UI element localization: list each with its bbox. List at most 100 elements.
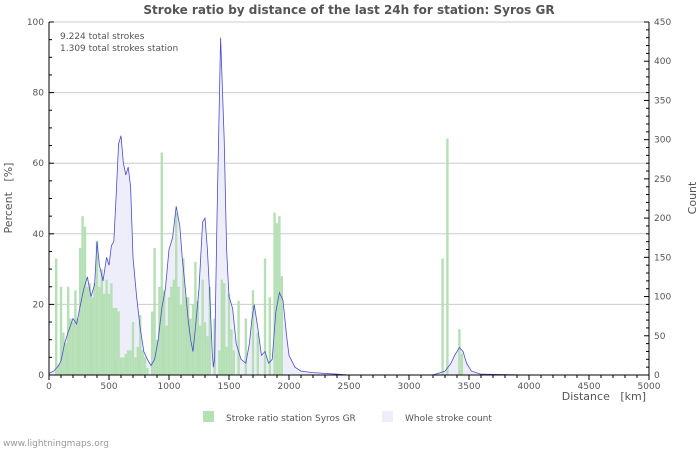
ratio-bar-740km	[136, 346, 139, 375]
ratio-bar-640km	[124, 353, 127, 375]
x-tick-label-5000: 5000	[638, 382, 661, 392]
ratio-bar-1440km	[220, 279, 223, 375]
ratio-bar-980km	[165, 325, 168, 375]
tick-labels: 0 500 1000 1500 2000 2500 3000 3500 4000 4500 5000…	[27, 18, 672, 392]
ratio-bar-1880km	[273, 212, 276, 375]
ratio-bar-760km	[139, 315, 142, 375]
ratio-bar-420km	[98, 286, 101, 376]
ratio-bar-1140km	[184, 297, 187, 375]
ratio-bar-1020km	[170, 286, 173, 376]
x-axis-label: Distance [km]	[562, 390, 646, 403]
x-tick-label-2000: 2000	[278, 382, 301, 392]
y-right-tick-label-200: 200	[654, 214, 671, 224]
y-right-tick-label-300: 300	[654, 136, 671, 146]
x-tick-label-3500: 3500	[458, 382, 481, 392]
ratio-bar-680km	[129, 350, 132, 375]
y-right-tick-label-50: 50	[654, 332, 666, 342]
ratio-bar-1640km	[244, 318, 247, 375]
ratio-bar-1200km	[191, 304, 195, 375]
y-left-tick-label-0: 0	[38, 371, 44, 381]
ratio-bar-1840km	[268, 297, 271, 375]
ratio-bar-1040km	[172, 279, 175, 375]
ratio-bar-3420km	[458, 329, 461, 375]
plot-background	[49, 22, 649, 375]
ratio-bar-1320km	[206, 336, 209, 375]
ratio-bar-780km	[141, 350, 144, 375]
ratio-bar-620km	[122, 357, 125, 375]
axes	[48, 21, 650, 380]
ratio-bar-340km	[88, 283, 91, 375]
ratio-bar-1260km	[199, 325, 202, 375]
ratio-bar-3440km	[460, 353, 463, 375]
y-right-tick-label-100: 100	[654, 293, 671, 303]
ratio-bar-180km	[69, 318, 72, 375]
ratio-bar-900km	[155, 339, 159, 375]
whole-stroke-count-line	[48, 37, 649, 376]
ratio-bar-3320km	[446, 138, 449, 375]
y-right-tick-label-150: 150	[654, 253, 671, 263]
y-left-tick-label-20: 20	[33, 300, 45, 310]
ratio-bar-720km	[134, 357, 137, 375]
ratio-bar-1940km	[280, 276, 283, 375]
ratio-bar-140km	[64, 343, 67, 375]
ratio-bar-960km	[163, 290, 166, 375]
ratio-bar-600km	[119, 357, 123, 375]
ratio-bar-1420km	[218, 350, 221, 375]
ratio-bar-1540km	[232, 350, 235, 375]
legend-swatch-station-ratio	[203, 411, 214, 422]
ratio-bar-1300km	[203, 322, 207, 375]
x-tick-label-1000: 1000	[158, 382, 181, 392]
x-tick-label-2500: 2500	[338, 382, 361, 392]
ratio-bar-580km	[117, 311, 120, 375]
ratio-bar-1180km	[189, 318, 192, 375]
y-right-tick-label-450: 450	[654, 18, 671, 28]
ratio-bar-660km	[127, 350, 130, 375]
x-tick-label-500: 500	[100, 382, 117, 392]
annotation-station-strokes: 1.309 total strokes station	[60, 44, 178, 54]
ratio-bar-1220km	[194, 262, 197, 375]
y-axis-right-label: Count	[686, 181, 699, 214]
y-right-tick-label-350: 350	[654, 96, 671, 106]
ratio-bar-320km	[86, 286, 89, 376]
legend-swatch-whole-count	[382, 411, 393, 422]
ratio-bar-1000km	[167, 297, 171, 375]
y-axis-left-label: Percent [%]	[2, 163, 15, 234]
ratio-bar-100km	[59, 286, 63, 376]
legend: Stroke ratio station Syros GR Whole stro…	[203, 411, 492, 424]
legend-label-whole-count: Whole stroke count	[405, 414, 492, 424]
grid-lines	[49, 21, 649, 305]
ratio-bar-800km	[143, 357, 147, 375]
ratio-bar-1080km	[177, 286, 180, 376]
ratio-bar-1160km	[187, 297, 190, 375]
ratio-bar-700km	[131, 322, 135, 375]
ratio-bar-380km	[93, 283, 96, 375]
y-left-tick-label-100: 100	[27, 18, 44, 28]
ratio-bar-300km	[83, 226, 87, 375]
ratio-bar-1700km	[251, 290, 255, 375]
ratio-bar-1800km	[263, 258, 267, 375]
ratio-bar-240km	[76, 318, 79, 375]
ratio-bar-1900km	[275, 223, 279, 375]
ratio-bar-120km	[62, 332, 65, 375]
ratio-bar-1460km	[223, 283, 226, 375]
ratio-bar-1580km	[237, 300, 240, 375]
ratio-bar-480km	[105, 279, 108, 375]
whole-stroke-count-line-layer	[48, 37, 649, 376]
ratio-bar-1100km	[179, 304, 183, 375]
ratio-bar-360km	[91, 297, 94, 375]
footer-credit[interactable]: www.lightningmaps.org	[3, 439, 109, 449]
y-right-tick-label-400: 400	[654, 57, 671, 67]
ratio-bar-1500km	[227, 293, 231, 375]
ratio-bar-1240km	[196, 300, 199, 375]
ratio-bar-1740km	[256, 332, 259, 375]
y-left-tick-label-60: 60	[33, 159, 45, 169]
ratio-bar-1920km	[278, 216, 281, 375]
ratio-bar-1480km	[225, 346, 228, 375]
x-tick-label-1500: 1500	[218, 382, 241, 392]
ratio-bar-1060km	[175, 212, 178, 375]
ratio-bar-400km	[95, 240, 99, 375]
ratio-bar-440km	[100, 269, 103, 375]
ratio-bar-460km	[103, 293, 106, 375]
y-right-tick-label-0: 0	[654, 371, 660, 381]
